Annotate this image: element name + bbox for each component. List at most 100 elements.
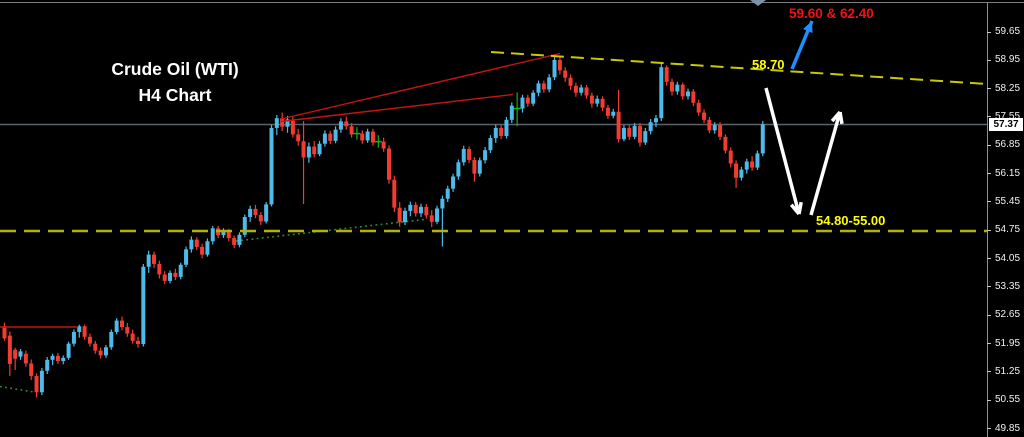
candle-body bbox=[130, 333, 135, 341]
candle-body bbox=[274, 118, 279, 128]
candle-body bbox=[403, 210, 407, 223]
candle-body bbox=[221, 230, 226, 236]
candle-body bbox=[258, 214, 263, 222]
candle-body bbox=[349, 126, 354, 135]
candle-body bbox=[734, 163, 739, 178]
candle-body bbox=[18, 351, 23, 357]
price-tick bbox=[987, 399, 991, 401]
candle-body bbox=[210, 228, 215, 242]
candle-body bbox=[242, 216, 247, 235]
price-label: 56.15 bbox=[995, 167, 1021, 179]
candle-body bbox=[686, 91, 691, 97]
candle-body bbox=[13, 349, 18, 359]
price-tick bbox=[987, 286, 991, 288]
candle-body bbox=[664, 67, 669, 82]
blue-target-arrow-head bbox=[803, 21, 813, 33]
candle-body bbox=[296, 134, 301, 142]
candle-body bbox=[429, 215, 434, 222]
candle-body bbox=[499, 127, 504, 137]
candle-body bbox=[451, 176, 456, 189]
candle-body bbox=[269, 127, 274, 205]
price-tick bbox=[987, 371, 991, 373]
candle-body bbox=[103, 347, 108, 356]
candle-body bbox=[584, 87, 589, 96]
green-dotted-rising bbox=[235, 218, 425, 242]
price-label: 52.65 bbox=[995, 309, 1021, 321]
candle-body bbox=[205, 241, 210, 255]
price-label: 57.55 bbox=[995, 110, 1021, 122]
candle-body bbox=[146, 254, 151, 267]
price-label: 53.35 bbox=[995, 280, 1021, 292]
candle-body bbox=[461, 148, 466, 163]
candle-body bbox=[467, 148, 472, 160]
candle-body bbox=[168, 272, 173, 281]
candle-body bbox=[541, 83, 546, 90]
candle-body bbox=[643, 131, 648, 143]
candle-body bbox=[611, 111, 616, 116]
candle-body bbox=[648, 122, 653, 132]
candle-body bbox=[29, 363, 34, 377]
candle-body bbox=[365, 131, 370, 141]
breakout-level-annotation: 58.70 bbox=[752, 57, 785, 72]
candle-body bbox=[397, 207, 402, 223]
candle-body bbox=[381, 141, 386, 149]
candle-body bbox=[136, 340, 140, 345]
candle-body bbox=[77, 326, 82, 332]
candle-body bbox=[237, 234, 242, 245]
price-label: 59.65 bbox=[995, 26, 1021, 37]
candle-body bbox=[563, 70, 568, 78]
candle-body bbox=[178, 264, 183, 277]
candle-body bbox=[718, 125, 723, 137]
candle-body bbox=[344, 121, 349, 127]
white-up-arrow-head bbox=[838, 111, 844, 125]
price-tick bbox=[987, 428, 991, 430]
candle-body bbox=[488, 138, 493, 151]
candle-body bbox=[184, 249, 189, 265]
price-axis[interactable]: 59.65 58.95 58.25 57.55 56.85 56.15 55.45 54.75… bbox=[987, 0, 1024, 437]
candle-body bbox=[253, 208, 258, 215]
candle-body bbox=[141, 266, 146, 345]
candle-body bbox=[125, 327, 130, 334]
price-tick bbox=[987, 144, 991, 146]
candle-body bbox=[605, 107, 610, 116]
price-label: 54.05 bbox=[995, 252, 1021, 264]
candle-body bbox=[248, 208, 253, 217]
candle-body bbox=[568, 77, 573, 86]
candle-body bbox=[264, 204, 269, 222]
candle-body bbox=[552, 59, 557, 78]
candle-body bbox=[680, 84, 685, 97]
candle-body bbox=[653, 118, 658, 123]
candle-body bbox=[627, 127, 632, 137]
candle-body bbox=[413, 204, 418, 214]
chart-title-line1: Crude Oil (WTI) bbox=[111, 59, 239, 79]
chart-top-border bbox=[0, 2, 1024, 3]
price-tick bbox=[987, 258, 991, 260]
candle-body bbox=[419, 206, 424, 214]
candle-body bbox=[173, 272, 178, 277]
price-label: 56.85 bbox=[995, 139, 1021, 151]
scroll-position-marker-icon bbox=[750, 0, 766, 6]
candle-body bbox=[493, 127, 498, 139]
candle-body bbox=[333, 129, 338, 141]
candle-body bbox=[440, 198, 445, 209]
price-label: 58.95 bbox=[995, 54, 1021, 66]
candle-body bbox=[483, 150, 488, 161]
candle-body bbox=[317, 143, 322, 155]
candle-body bbox=[87, 336, 92, 344]
candle-body bbox=[760, 124, 765, 154]
candle-body bbox=[194, 239, 199, 247]
candle-body bbox=[55, 355, 60, 362]
price-tick bbox=[987, 88, 991, 90]
candle-body bbox=[547, 77, 552, 90]
candle-body bbox=[280, 118, 285, 127]
price-tick bbox=[987, 31, 991, 33]
candle-body bbox=[509, 105, 514, 120]
candle-body bbox=[322, 133, 327, 144]
candle-body bbox=[707, 119, 712, 131]
red-trendline-upper bbox=[280, 52, 561, 120]
candle-body bbox=[7, 335, 12, 364]
candle-body bbox=[472, 159, 477, 174]
candle-body bbox=[109, 331, 114, 348]
